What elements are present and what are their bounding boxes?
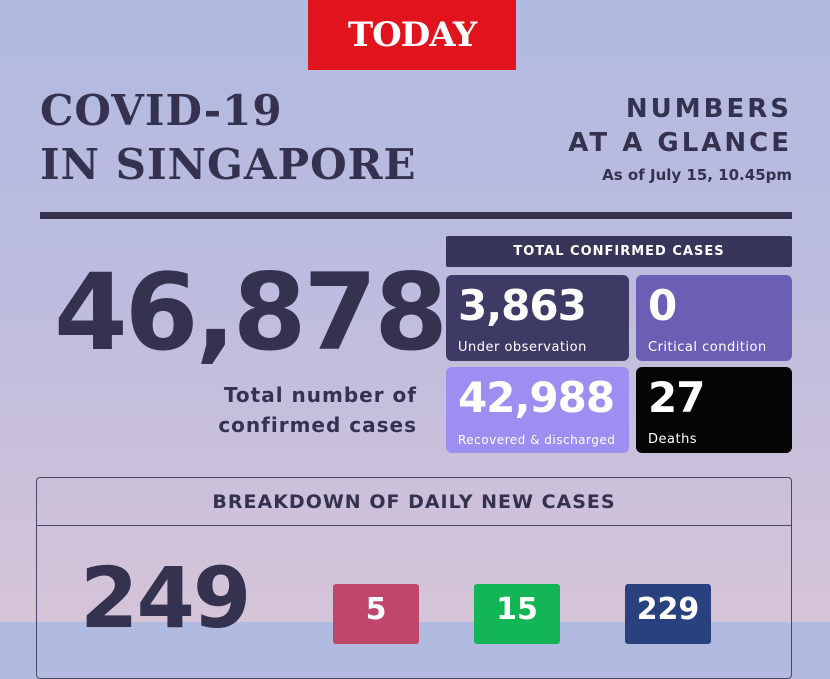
- header-divider: [40, 212, 792, 219]
- critical-condition-label: Critical condition: [648, 340, 767, 355]
- under-observation-value: 3,863: [458, 281, 587, 330]
- numbers-at-a-glance: NUMBERS AT A GLANCE: [568, 92, 792, 160]
- daily-breakdown-header: BREAKDOWN OF DAILY NEW CASES: [37, 478, 791, 526]
- page-title: COVID-19 IN SINGAPORE: [40, 84, 417, 192]
- logo-text: TODAY: [347, 15, 477, 55]
- glance-line-1: NUMBERS: [625, 94, 792, 124]
- recovered-label: Recovered & discharged: [458, 433, 616, 447]
- daily-new-cases-total: 249: [80, 549, 251, 647]
- total-label-line-1: Total number of: [223, 383, 417, 407]
- today-logo: TODAY: [308, 0, 516, 70]
- total-cases-label: Total number of confirmed cases: [218, 380, 417, 440]
- recovered-card: 42,988 Recovered & discharged: [446, 367, 629, 453]
- title-line-1: COVID-19: [40, 86, 283, 135]
- critical-condition-card: 0 Critical condition: [636, 275, 792, 361]
- daily-case-badge: 229: [625, 584, 711, 644]
- title-line-2: IN SINGAPORE: [40, 140, 417, 189]
- glance-line-2: AT A GLANCE: [568, 128, 792, 158]
- as-of-timestamp: As of July 15, 10.45pm: [602, 166, 792, 184]
- critical-condition-value: 0: [648, 281, 677, 330]
- deaths-label: Deaths: [648, 432, 698, 447]
- total-cases-value: 46,878: [54, 251, 448, 374]
- deaths-card: 27 Deaths: [636, 367, 792, 453]
- daily-case-badge: 15: [474, 584, 560, 644]
- total-label-line-2: confirmed cases: [218, 413, 417, 437]
- under-observation-label: Under observation: [458, 340, 587, 355]
- recovered-value: 42,988: [458, 373, 615, 422]
- deaths-value: 27: [648, 373, 705, 422]
- total-confirmed-header: TOTAL CONFIRMED CASES: [446, 236, 792, 267]
- under-observation-card: 3,863 Under observation: [446, 275, 629, 361]
- daily-case-badge: 5: [333, 584, 419, 644]
